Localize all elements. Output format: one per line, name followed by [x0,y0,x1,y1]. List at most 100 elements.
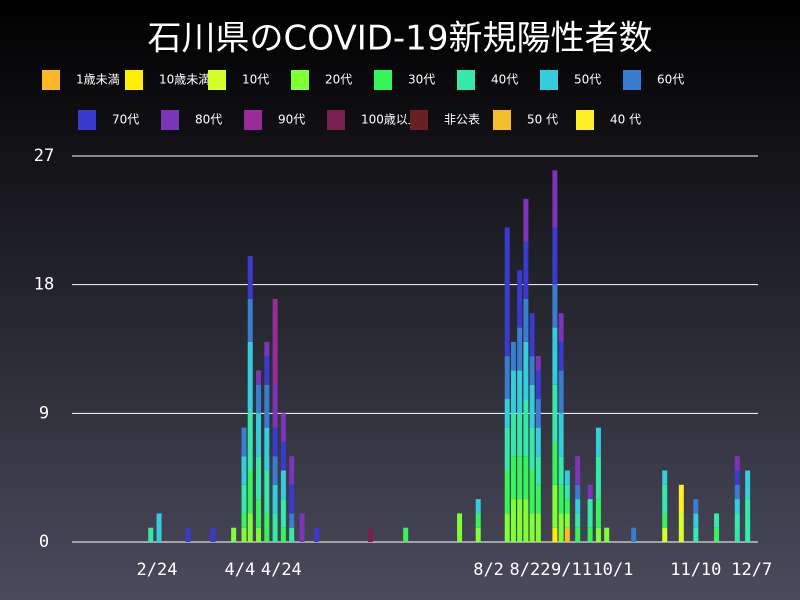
bar-segment [595,527,601,542]
bar-segment [564,513,570,528]
bar-segment [272,513,278,542]
bar-segment [510,499,516,542]
bar-segment [535,399,541,428]
y-tick-label: 0 [39,532,49,552]
legend-swatch [208,70,226,90]
bar-segment [289,484,295,514]
bar-segment [595,456,601,500]
bar-segment [510,370,516,414]
legend-swatch [244,110,262,130]
bar-segment [535,427,541,457]
legend-label: 20代 [325,73,352,87]
bar-segment [552,227,558,285]
bar-segment [552,384,558,442]
bar-segment [523,456,529,500]
bar-segment [504,427,510,471]
bar-segment [289,513,295,528]
bar-segment [535,513,541,542]
bar-segment [564,499,570,514]
bar-segment [264,513,270,542]
bar-segment [264,384,270,428]
bar-segment [587,527,593,542]
legend-swatch [410,110,428,130]
bar-segment [264,341,270,357]
bar-segment [299,513,305,542]
legend-swatch [42,70,60,90]
bar-segment [604,527,610,542]
bar-segment [693,527,699,542]
bar-segment [504,399,510,428]
bar-segment [529,470,535,514]
chart-title: 石川県のCOVID-19新規陽性者数 [148,19,653,59]
bar-segment [280,413,286,442]
bar-segment [564,527,570,542]
bar-segment [693,499,699,514]
bar-segment [241,484,247,514]
bar-segment [734,484,740,500]
bar-segment [148,527,154,542]
bar-segment [552,441,558,485]
bar-segment [558,484,564,514]
bar-segment [734,499,740,514]
legend-label: 70代 [112,113,139,127]
legend-swatch [327,110,345,130]
legend-label: 80代 [195,113,222,127]
legend-swatch [374,70,392,90]
bar-segment [564,470,570,485]
bar-segment [247,470,253,514]
bar-segment [523,399,529,457]
bar-segment [595,427,601,457]
bar-segment [529,427,535,471]
legend-label: 100歳以上 [361,113,420,127]
legend-label: 50代 [574,73,601,87]
bar-segment [289,456,295,485]
bar-segment [517,499,523,542]
bar-segment [210,527,216,542]
bar-segment [247,298,253,342]
legend-label: 50 代 [527,113,558,127]
bar-segment [587,499,593,528]
legend-swatch [623,70,641,90]
legend-label: 10歳未満 [159,73,210,87]
bar-segment [256,527,262,542]
bar-segment [272,456,278,485]
y-tick-label: 18 [34,275,54,295]
x-tick-label: 9/11 [551,560,592,580]
bar-segment [745,470,751,500]
bar-segment [523,341,529,400]
bar-segment [631,527,637,542]
bar-segment [662,484,668,514]
bar-segment [558,513,564,542]
bar-segment [552,527,558,542]
x-tick-label: 4/24 [261,560,302,580]
bar-segment [552,284,558,328]
bar-segment [745,499,751,542]
bar-segment [231,527,237,542]
bar-segment [535,356,541,371]
bar-segment [475,527,481,542]
bar-segment [256,456,262,500]
bar-segment [523,499,529,542]
bar-segment [247,256,253,299]
bar-segment [504,356,510,400]
bar-segment [403,527,409,542]
bar-segment [241,456,247,485]
legend-swatch [125,70,143,90]
bar-segment [289,527,295,542]
bar-segment [523,241,529,299]
bar-segment [156,513,162,542]
bar-segment [517,270,523,328]
bar-segment [272,484,278,514]
bar-segment [734,513,740,542]
bar-segment [714,513,720,528]
bar-segment [475,513,481,528]
y-tick-label: 27 [34,146,54,166]
bar-segment [510,341,516,371]
legend-swatch [576,110,594,130]
bar-segment [272,298,278,385]
bar-segment [272,384,278,428]
bar-segment [714,527,720,542]
bar-segment [678,484,684,514]
